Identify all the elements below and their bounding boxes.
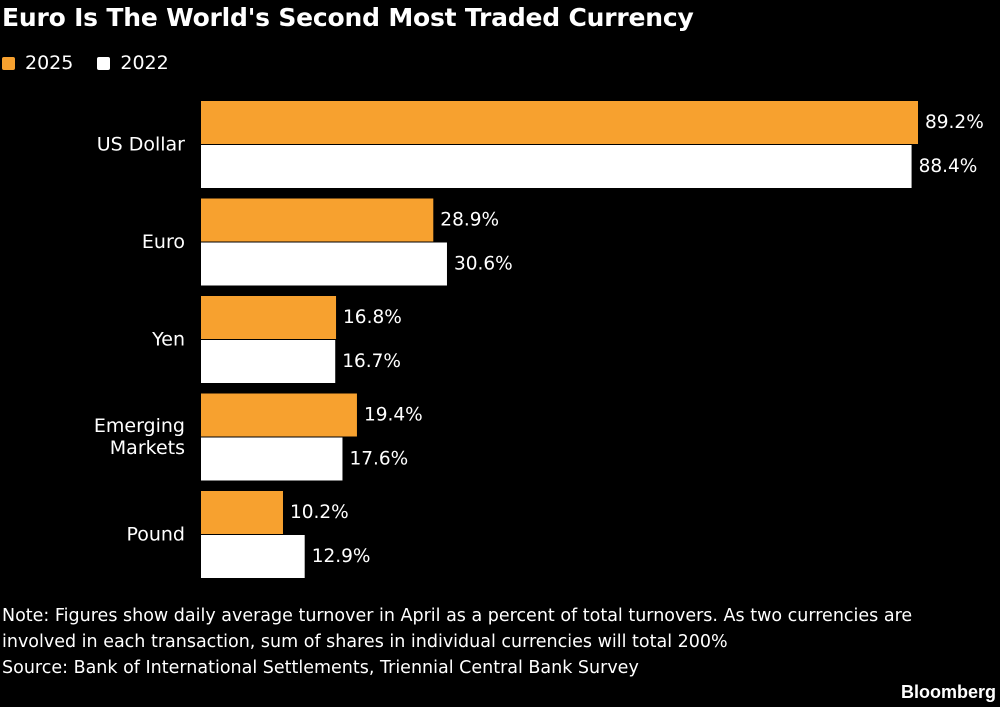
legend-label-2025: 2025 — [25, 52, 74, 74]
category-label: Emerging — [94, 415, 185, 437]
category-label: US Dollar — [97, 134, 185, 156]
data-label: 10.2% — [290, 502, 349, 523]
bloomberg-logo: Bloomberg — [900, 682, 996, 702]
data-label: 28.9% — [440, 210, 499, 231]
data-label: 89.2% — [925, 112, 984, 133]
legend-item-2025: 2025 — [2, 52, 73, 74]
data-label: 16.7% — [342, 351, 401, 372]
data-label: 16.8% — [343, 307, 402, 328]
legend-item-2022: 2022 — [97, 52, 169, 74]
chart-title: Euro Is The World's Second Most Traded C… — [2, 3, 694, 32]
bar-2025 — [201, 491, 283, 534]
bar-2022 — [201, 340, 336, 383]
legend-swatch-2025 — [2, 56, 15, 70]
bar-2022 — [201, 145, 912, 188]
category-label: Pound — [126, 524, 185, 546]
data-label: 17.6% — [349, 449, 408, 470]
legend-swatch-2022 — [97, 56, 111, 70]
bar-2025 — [201, 296, 337, 339]
note-line-2: involved in each transaction, sum of sha… — [2, 632, 728, 652]
bar-2025 — [201, 393, 357, 437]
bar-2022 — [201, 535, 305, 578]
data-label: 30.6% — [454, 254, 513, 275]
footnote: Note: Figures show daily average turnove… — [2, 603, 992, 681]
bar-2025 — [201, 198, 434, 242]
legend: 2025 2022 — [2, 50, 193, 76]
data-label: 12.9% — [312, 546, 371, 567]
data-label: 88.4% — [919, 156, 978, 177]
category-label: Yen — [151, 329, 185, 351]
data-label: 19.4% — [364, 405, 423, 426]
bar-2022 — [201, 437, 343, 481]
legend-label-2022: 2022 — [120, 52, 169, 74]
category-label: Euro — [142, 231, 185, 253]
note-line-1: Note: Figures show daily average turnove… — [2, 606, 913, 626]
source-line: Source: Bank of International Settlement… — [2, 658, 639, 678]
bar-chart: US Dollar 89.2% 88.4% Euro 28.9% 30.6% Yen 16.8… — [94, 101, 984, 578]
category-label: Markets — [110, 437, 185, 459]
bar-2025 — [201, 101, 918, 144]
bar-2022 — [201, 242, 447, 286]
